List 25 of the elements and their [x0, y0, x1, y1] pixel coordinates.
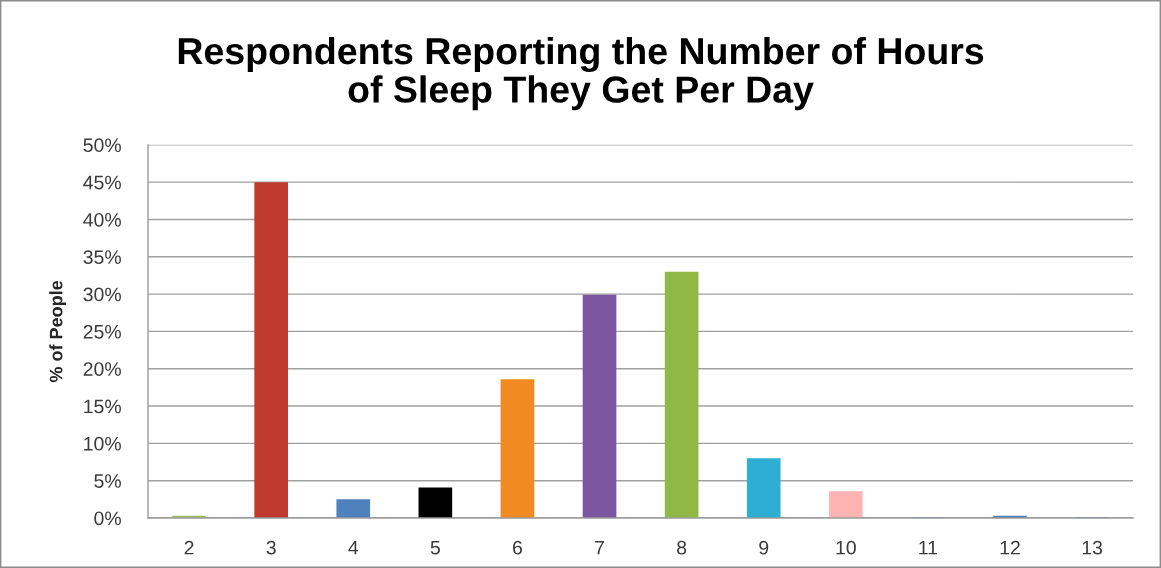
x-tick-label: 7	[595, 540, 604, 555]
x-tick-label: 13	[1082, 540, 1103, 555]
y-tick-label: 40%	[83, 212, 121, 227]
x-tick-label: 5	[430, 540, 440, 555]
x-tick-label: 4	[348, 540, 359, 555]
chart-title: Respondents Reporting the Number of Hours of Sleep They Get Per Day	[178, 36, 984, 111]
x-tick-label: 12	[1000, 540, 1020, 555]
y-tick-label: 10%	[84, 436, 121, 451]
y-axis-title: % of People	[49, 280, 67, 383]
x-tick-label: 2	[184, 540, 194, 555]
x-tick-label: 11	[919, 540, 938, 555]
y-tick-label: 15%	[84, 399, 121, 414]
x-tick-label: 6	[513, 540, 522, 555]
y-tick-label: 25%	[83, 324, 121, 339]
x-tick-label: 9	[759, 540, 769, 555]
x-tick-label: 8	[677, 540, 687, 555]
y-tick-label: 5%	[94, 474, 121, 488]
y-tick-label: 20%	[83, 362, 121, 376]
x-tick-label: 3	[266, 540, 276, 555]
y-tick-label: 35%	[83, 250, 121, 265]
y-tick-label: 45%	[83, 175, 121, 190]
y-tick-label: 30%	[83, 287, 121, 302]
y-tick-label: 0%	[94, 511, 121, 526]
x-tick-label: 10	[836, 540, 856, 555]
y-tick-label: 50%	[83, 138, 121, 153]
